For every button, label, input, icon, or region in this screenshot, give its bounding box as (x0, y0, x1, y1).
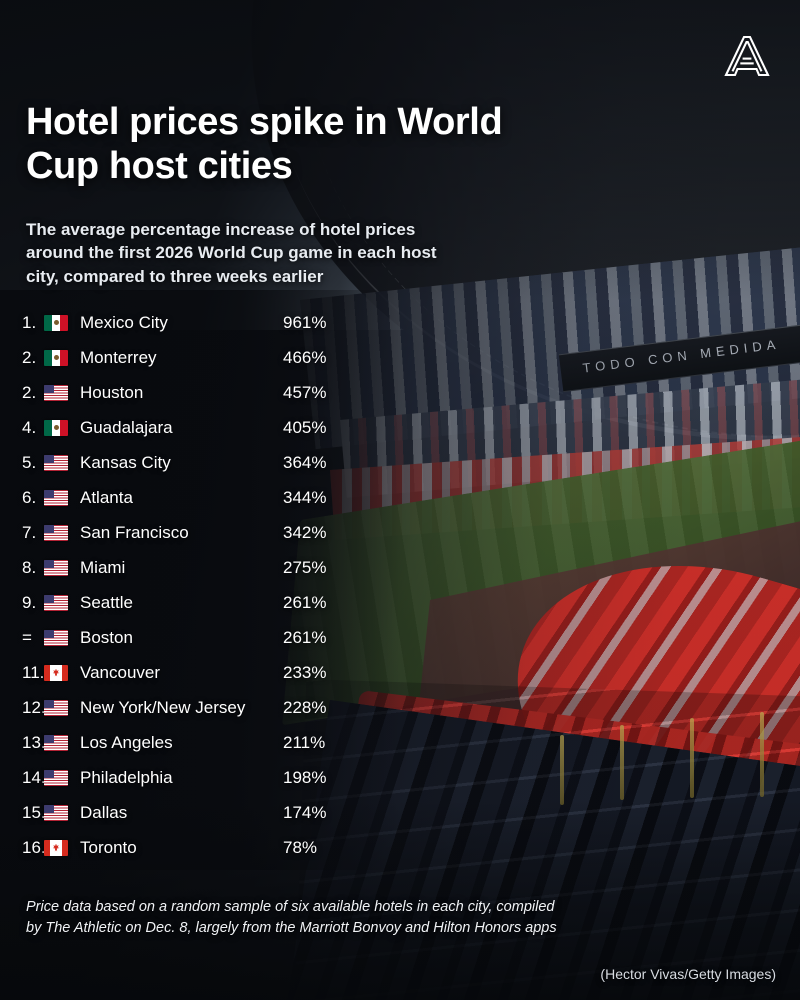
row-rank: 9. (22, 592, 37, 612)
flag-icon-us (44, 804, 68, 821)
table-row: 8. Miami 275% (0, 550, 420, 585)
flag-icon-us (44, 699, 68, 716)
row-percent-value: 228% (283, 697, 327, 717)
row-rank: 5. (22, 452, 37, 472)
row-percent-value: 233% (283, 662, 327, 682)
row-rank: 13. (22, 732, 46, 752)
row-percent-value: 457% (283, 382, 327, 402)
table-row: 15. Dallas 174% (0, 795, 420, 830)
row-rank: 16. (22, 837, 46, 857)
row-rank: 6. (22, 487, 37, 507)
page-subtitle: The average percentage increase of hotel… (26, 220, 437, 286)
row-city-label: Boston (80, 627, 133, 647)
row-rank: 7. (22, 522, 37, 542)
flag-icon-us (44, 629, 68, 646)
flag-icon-us (44, 769, 68, 786)
row-rank: = (22, 627, 32, 647)
row-percent-value: 261% (283, 592, 327, 612)
table-row: 13. Los Angeles 211% (0, 725, 420, 760)
table-row: 11. Vancouver 233% (0, 655, 420, 690)
row-percent-value: 211% (283, 732, 326, 752)
table-row: 12. New York/New Jersey 228% (0, 690, 420, 725)
flag-icon-mx (44, 419, 68, 436)
flag-icon-mx (44, 314, 68, 331)
table-row: 4. Guadalajara 405% (0, 410, 420, 445)
row-percent-value: 275% (283, 557, 327, 577)
table-row: 9. Seattle 261% (0, 585, 420, 620)
row-percent-value: 261% (283, 627, 327, 647)
row-city-label: Houston (80, 382, 144, 402)
flag-icon-us (44, 524, 68, 541)
the-athletic-logo-icon (724, 35, 770, 77)
footnote-text: Price data based on a random sample of s… (26, 899, 557, 936)
row-city-label: Atlanta (80, 487, 133, 507)
row-city-label: Toronto (80, 837, 137, 857)
row-city-label: Monterrey (80, 347, 157, 367)
flag-icon-us (44, 384, 68, 401)
table-row: 7. San Francisco 342% (0, 515, 420, 550)
row-rank: 12. (22, 697, 46, 717)
bottom-dark-gradient (0, 800, 800, 1000)
table-row: 16. Toronto 78% (0, 830, 420, 865)
row-rank: 11. (22, 662, 45, 682)
flag-icon-mx (44, 349, 68, 366)
row-city-label: Dallas (80, 802, 128, 822)
row-percent-value: 174% (283, 802, 327, 822)
row-rank: 2. (22, 347, 37, 367)
row-rank: 2. (22, 382, 37, 402)
row-city-label: San Francisco (80, 522, 189, 542)
row-percent-value: 344% (283, 487, 327, 507)
table-row: 6. Atlanta 344% (0, 480, 420, 515)
row-rank: 14. (22, 767, 46, 787)
row-percent-value: 342% (283, 522, 327, 542)
row-percent-value: 364% (283, 452, 327, 472)
flag-icon-ca (44, 664, 68, 681)
row-percent-value: 961% (283, 312, 327, 332)
flag-icon-us (44, 734, 68, 751)
row-city-label: New York/New Jersey (80, 697, 246, 717)
row-percent-value: 78% (283, 837, 318, 857)
row-city-label: Kansas City (80, 452, 171, 472)
flag-icon-ca (44, 839, 68, 856)
row-city-label: Philadelphia (80, 767, 173, 787)
table-row: 14. Philadelphia 198% (0, 760, 420, 795)
row-city-label: Vancouver (80, 662, 161, 682)
row-percent-value: 466% (283, 347, 327, 367)
photo-credit: (Hector Vivas/Getty Images) (600, 966, 776, 982)
flag-icon-us (44, 454, 68, 471)
flag-icon-us (44, 594, 68, 611)
row-rank: 8. (22, 557, 37, 577)
table-row: 5. Kansas City 364% (0, 445, 420, 480)
row-city-label: Los Angeles (80, 732, 173, 752)
city-ranking-list: 1. Mexico City 961% 2. Monterrey 466% 2. Housto… (0, 305, 420, 865)
table-row: 2. Houston 457% (0, 375, 420, 410)
row-rank: 4. (22, 417, 37, 437)
row-rank: 1. (22, 312, 37, 332)
flag-icon-us (44, 559, 68, 576)
row-rank: 15. (22, 802, 46, 822)
row-city-label: Guadalajara (80, 417, 173, 437)
table-row: = Boston 261% (0, 620, 420, 655)
row-percent-value: 198% (283, 767, 327, 787)
page-title: Hotel prices spike in World Cup host cit… (26, 101, 503, 188)
table-row: 1. Mexico City 961% (0, 305, 420, 340)
row-percent-value: 405% (283, 417, 327, 437)
table-row: 2. Monterrey 466% (0, 340, 420, 375)
row-city-label: Mexico City (80, 312, 168, 332)
row-city-label: Seattle (80, 592, 133, 612)
row-city-label: Miami (80, 557, 126, 577)
flag-icon-us (44, 489, 68, 506)
